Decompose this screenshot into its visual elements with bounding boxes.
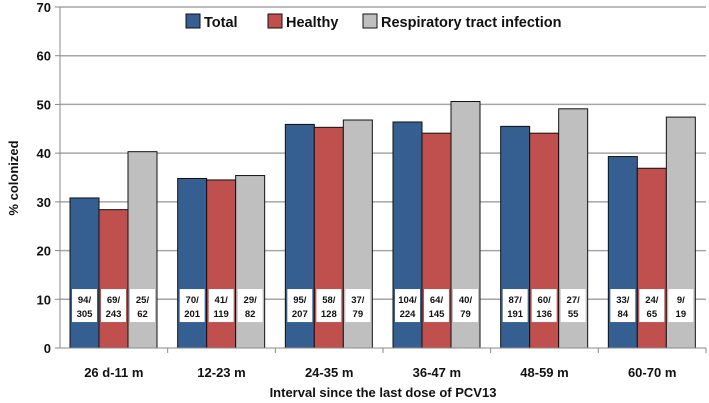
data-label-box: [668, 289, 694, 323]
y-tick-label: 60: [37, 49, 51, 64]
data-label: 24/: [645, 295, 659, 306]
legend-label: Healthy: [286, 15, 338, 31]
legend-swatch: [267, 13, 283, 29]
x-tick-label: 12-23 m: [197, 365, 245, 380]
x-tick-label: 48-59 m: [520, 365, 568, 380]
data-label-box: [395, 289, 420, 323]
data-label: 60/: [538, 295, 552, 306]
data-label: 191: [507, 309, 524, 320]
data-label: 82: [245, 309, 256, 320]
data-label: 25/: [136, 295, 150, 306]
y-tick-label: 0: [44, 341, 51, 356]
data-label: 70/: [186, 295, 200, 306]
data-label: 33/: [616, 295, 630, 306]
data-label-box: [345, 289, 371, 323]
bar-total: [177, 177, 208, 349]
data-label: 58/: [322, 295, 336, 306]
data-label: 95/: [293, 295, 307, 306]
data-label-box: [560, 289, 586, 323]
y-tick-label: 40: [37, 146, 51, 161]
y-axis-label: % colonized: [6, 140, 21, 215]
bar-healthy: [98, 209, 129, 349]
y-tick-label: 20: [37, 244, 51, 259]
data-label: 65: [647, 309, 658, 320]
data-label-box: [287, 289, 313, 323]
data-label-box: [130, 289, 155, 323]
data-label: 207: [292, 309, 308, 320]
y-tick-label: 70: [37, 0, 51, 15]
data-label-box: [237, 289, 263, 323]
data-label-box: [610, 289, 636, 323]
data-label-box: [316, 289, 342, 323]
y-tick-label: 30: [37, 195, 51, 210]
x-tick-label: 24-35 m: [305, 365, 353, 380]
data-label: 94/: [78, 295, 92, 306]
data-label-box: [531, 289, 557, 323]
data-label: 79: [353, 309, 364, 320]
bar-healthy: [206, 179, 237, 349]
data-label: 62: [137, 309, 148, 320]
legend-swatch: [185, 13, 201, 29]
data-label: 19: [676, 309, 687, 320]
legend-label: Total: [204, 15, 238, 31]
data-label: 136: [536, 309, 552, 320]
data-label: 40/: [459, 295, 473, 306]
data-label: 305: [77, 309, 94, 320]
y-tick-label: 10: [37, 292, 51, 307]
legend-label: Respiratory tract infection: [381, 15, 562, 31]
data-label-box: [179, 289, 205, 323]
data-label-box: [639, 289, 665, 323]
data-label: 41/: [215, 295, 229, 306]
data-label: 243: [106, 309, 122, 320]
data-label-box: [101, 289, 126, 323]
data-label: 128: [321, 309, 337, 320]
data-label: 104/: [398, 295, 417, 306]
data-label: 69/: [107, 295, 121, 306]
legend-swatch: [362, 13, 378, 29]
x-axis-label: Interval since the last dose of PCV13: [270, 385, 497, 400]
y-tick-label: 50: [37, 97, 51, 112]
data-label: 79: [460, 309, 471, 320]
x-tick-label: 60-70 m: [628, 365, 676, 380]
data-label-box: [72, 289, 97, 323]
data-label: 224: [400, 309, 417, 320]
data-label: 55: [568, 309, 579, 320]
data-label: 37/: [351, 295, 365, 306]
data-label-box: [208, 289, 234, 323]
data-label-box: [502, 289, 528, 323]
data-label: 84: [618, 309, 629, 320]
data-label: 64/: [430, 295, 444, 306]
data-label: 27/: [567, 295, 581, 306]
x-tick-label: 26 d-11 m: [84, 365, 143, 380]
data-label: 9/: [677, 295, 685, 306]
data-label: 87/: [509, 295, 523, 306]
data-label-box: [424, 289, 449, 323]
bar-respiratory-tract-infection: [235, 175, 266, 349]
data-label: 145: [429, 309, 446, 320]
x-tick-label: 36-47 m: [413, 365, 461, 380]
data-label: 201: [184, 309, 201, 320]
data-label-box: [453, 289, 478, 323]
bar-total: [69, 197, 100, 349]
data-label: 119: [214, 309, 229, 320]
data-label: 29/: [244, 295, 258, 306]
